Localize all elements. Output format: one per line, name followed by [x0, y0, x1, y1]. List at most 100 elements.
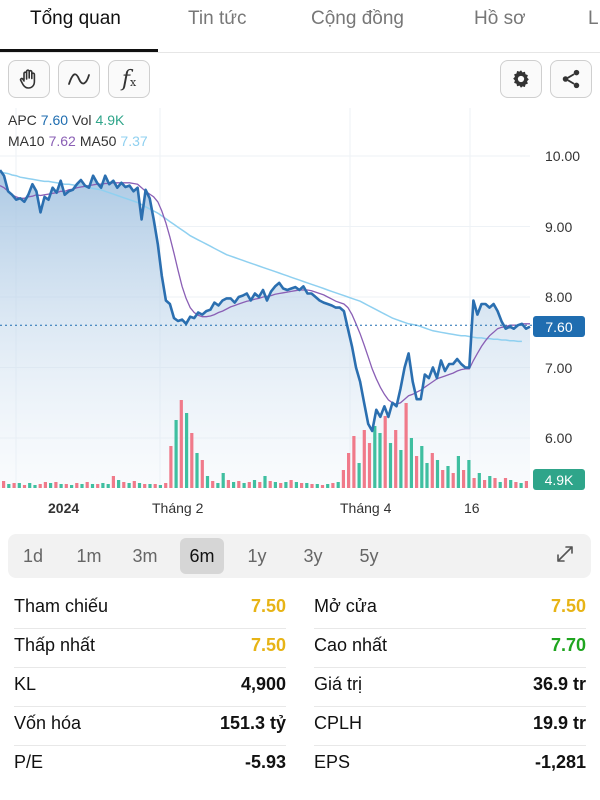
- volume-bar: [305, 483, 309, 488]
- volume-bar: [111, 476, 115, 488]
- volume-bar: [205, 476, 210, 488]
- volume-bar: [137, 483, 142, 488]
- share-button[interactable]: [550, 60, 592, 98]
- legend-ma50: 7.37: [120, 133, 148, 149]
- tab-community[interactable]: Cộng đồng: [311, 8, 404, 29]
- hand-tool-button[interactable]: [8, 60, 50, 98]
- range-5y-button[interactable]: 5y: [359, 545, 379, 566]
- stat-label: Mở cửa: [314, 596, 377, 616]
- hand-icon: [17, 67, 41, 91]
- x-tick-label: Tháng 2: [152, 500, 204, 516]
- volume-bar: [211, 481, 215, 488]
- stat-row: Thấp nhất 7.50: [14, 629, 286, 668]
- volume-bar: [153, 484, 157, 488]
- volume-bar: [232, 482, 236, 488]
- stat-value: 36.9 tr: [532, 674, 586, 694]
- stat-label: Thấp nhất: [14, 635, 96, 655]
- volume-bar: [17, 483, 21, 488]
- volume-bar: [456, 456, 460, 488]
- volume-bar: [200, 460, 204, 488]
- stat-value: 19.9 tr: [532, 713, 586, 733]
- stat-label: P/E: [14, 752, 44, 772]
- top-tab-bar: Tổng quan Tin tức Cộng đồng Hồ sơ L: [0, 0, 600, 53]
- volume-bar: [117, 480, 121, 488]
- volume-bar: [331, 483, 335, 488]
- y-tick-label: 7.00: [545, 360, 573, 376]
- volume-bar: [158, 485, 162, 488]
- stat-value: 7.50: [250, 596, 286, 616]
- range-1y-button[interactable]: 1y: [247, 545, 267, 566]
- line-style-button[interactable]: [58, 60, 100, 98]
- volume-bar: [22, 485, 27, 488]
- volume-bar: [143, 484, 147, 488]
- legend-ma10: 7.62: [48, 133, 76, 149]
- volume-bar: [341, 470, 345, 488]
- legend-ma10-label: MA10: [8, 133, 45, 149]
- volume-bar: [70, 485, 74, 488]
- range-1d-button[interactable]: 1d: [22, 545, 44, 566]
- volume-bar: [106, 484, 110, 488]
- volume-bar: [310, 484, 314, 488]
- volume-bar: [59, 484, 63, 488]
- volume-bar: [122, 482, 126, 488]
- volume-bar: [509, 480, 513, 488]
- volume-bar: [43, 482, 47, 488]
- tab-news[interactable]: Tin tức: [188, 8, 247, 29]
- range-3y-button[interactable]: 3y: [303, 545, 323, 566]
- current-price-tag: 7.60: [533, 316, 585, 337]
- legend-price: 7.60: [40, 112, 69, 128]
- volume-bar: [190, 433, 194, 488]
- stat-label: EPS: [314, 752, 351, 772]
- stat-label: Vốn hóa: [14, 713, 82, 733]
- volume-bar: [430, 453, 434, 488]
- gear-icon: [510, 68, 532, 90]
- stat-row: EPS -1,281: [314, 746, 586, 785]
- tab-cut-off[interactable]: L: [588, 8, 599, 29]
- volume-bar: [383, 416, 387, 488]
- volume-bar: [294, 482, 298, 488]
- range-6m-button[interactable]: 6m: [180, 538, 224, 574]
- chart-settings-button[interactable]: [500, 60, 542, 98]
- volume-bar: [394, 430, 398, 488]
- volume-bar: [7, 484, 11, 488]
- tab-overview[interactable]: Tổng quan: [30, 8, 121, 29]
- volume-bar: [435, 460, 440, 488]
- volume-bar: [169, 446, 173, 488]
- price-chart-canvas[interactable]: [0, 108, 600, 520]
- stat-label: Tham chiếu: [14, 596, 109, 616]
- stat-row: Tham chiếu 7.50: [14, 590, 286, 629]
- volume-bar: [164, 483, 168, 488]
- price-chart[interactable]: APC 7.60 Vol 4.9K MA10 7.62 MA50 7.37 10.00 9.…: [0, 108, 600, 520]
- volume-bar: [273, 482, 277, 488]
- volume-bar: [498, 482, 502, 488]
- volume-bar: [388, 443, 393, 488]
- volume-bar: [12, 483, 16, 488]
- price-area: [0, 170, 530, 488]
- volume-bar: [185, 413, 189, 488]
- volume-bar: [315, 484, 319, 488]
- legend-symbol: APC: [8, 112, 37, 128]
- volume-bar: [289, 480, 293, 488]
- tab-profile[interactable]: Hồ sơ: [474, 8, 526, 29]
- stat-label: KL: [14, 674, 37, 694]
- volume-bar: [242, 483, 246, 488]
- stat-label: Giá trị: [314, 674, 363, 694]
- volume-bar: [216, 483, 220, 488]
- range-3m-button[interactable]: 3m: [132, 545, 158, 566]
- volume-bar: [226, 480, 230, 488]
- stat-value: -1,281: [534, 752, 586, 772]
- price-line: [0, 169, 531, 433]
- volume-bar: [49, 483, 53, 488]
- indicator-function-button[interactable]: fx: [108, 60, 150, 98]
- volume-bar: [524, 481, 528, 488]
- expand-chart-button[interactable]: [546, 538, 584, 574]
- volume-bar: [132, 481, 136, 488]
- volume-bar: [362, 430, 366, 488]
- y-tick-label: 6.00: [545, 430, 573, 446]
- volume-bar: [415, 456, 419, 488]
- stat-row: Vốn hóa 151.3 tỷ: [14, 707, 286, 746]
- share-icon: [560, 68, 582, 90]
- stat-value: 7.50: [550, 596, 586, 616]
- volume-bar: [237, 481, 241, 488]
- range-1m-button[interactable]: 1m: [76, 545, 102, 566]
